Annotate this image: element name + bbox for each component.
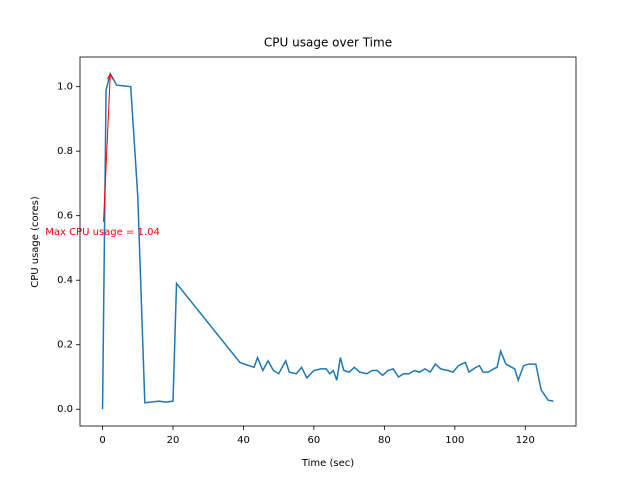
line (101, 71, 554, 410)
annotation-arrowhead (107, 72, 114, 80)
y-tick-label: 0.4 (57, 275, 73, 286)
y-tick-label: 0.6 (57, 211, 73, 222)
y-tick-label: 0.0 (57, 404, 73, 415)
y-axis-label: CPU usage (cores) (30, 196, 41, 288)
x-tick-label: 40 (237, 435, 250, 446)
x-tick-label: 0 (99, 435, 105, 446)
y-tick-label: 0.2 (57, 340, 73, 351)
x-tick-label: 120 (516, 435, 535, 446)
x-tick-label: 60 (308, 435, 321, 446)
annotation-arrow (103, 73, 111, 222)
y-tick-label: 1.0 (57, 82, 73, 93)
x-tick-label: 80 (378, 435, 391, 446)
y-tick-label: 0.8 (57, 146, 73, 157)
x-axis-label: Time (sec) (301, 458, 354, 469)
x-tick-label: 20 (167, 435, 180, 446)
chart-title: CPU usage over Time (264, 36, 392, 50)
annotation-text: Max CPU usage = 1.04 (45, 227, 160, 238)
plot-frame (79, 56, 577, 427)
x-tick-label: 100 (445, 435, 464, 446)
